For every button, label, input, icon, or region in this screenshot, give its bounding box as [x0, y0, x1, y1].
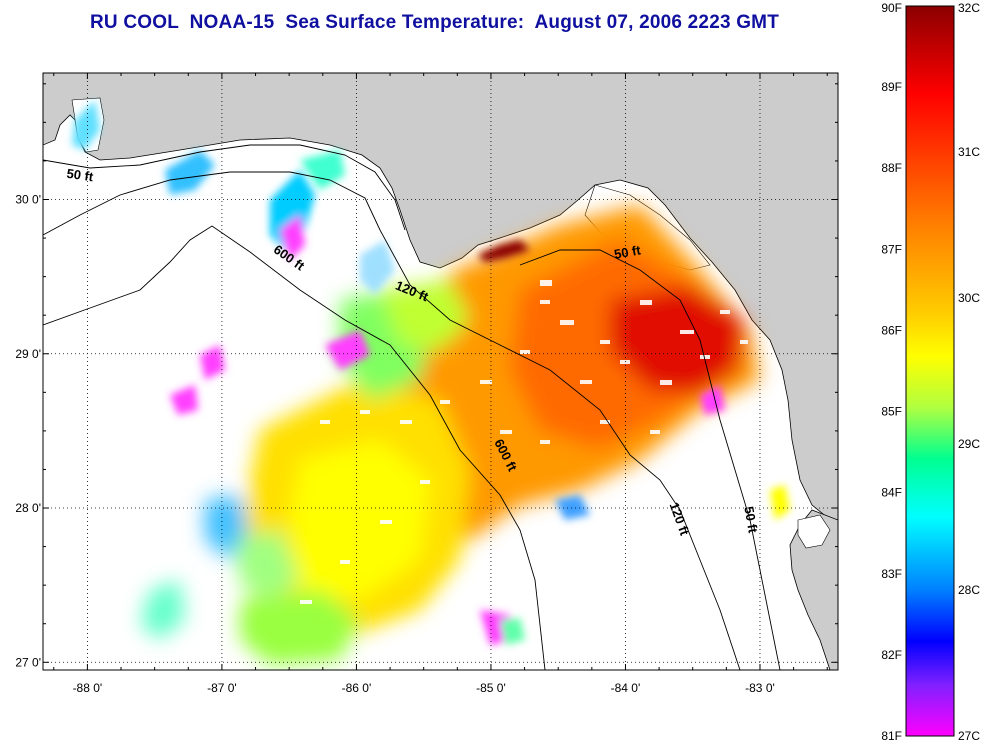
colorbar-c-label: 32C	[958, 1, 980, 15]
colorbar-c-label: 30C	[958, 291, 980, 305]
plot-frame	[42, 72, 839, 671]
colorbar-c-label: 27C	[958, 729, 980, 743]
colorbar-f-label: 81F	[881, 729, 902, 743]
map-title: RU COOL NOAA-15 Sea Surface Temperature:…	[90, 12, 780, 33]
contour-label: 50 ft	[613, 242, 643, 262]
colorbar-gradient	[905, 5, 955, 737]
colorbar: 90F 89F 88F 87F 86F 85F 84F 83F 82F 81F 32C 31C 30C 2…	[881, 1, 980, 743]
map-plot-area	[43, 73, 838, 670]
colorbar-f-label: 84F	[881, 486, 902, 500]
contour-label: 50 ft	[66, 166, 95, 185]
colorbar-f-label: 87F	[881, 242, 902, 256]
colorbar-f-label: 82F	[881, 648, 902, 662]
colorbar-c-label: 31C	[958, 145, 980, 159]
lon-tick-label: -85 0'	[476, 681, 506, 695]
colorbar-f-label: 86F	[881, 323, 902, 337]
contour-50ft-west	[43, 144, 406, 231]
sst-field	[140, 205, 760, 665]
colorbar-labels: 90F 89F 88F 87F 86F 85F 84F 83F 82F 81F 32C 31C 30C 2…	[881, 1, 980, 743]
colorbar-f-label: 83F	[881, 567, 902, 581]
contour-label: 50 ft	[741, 505, 761, 535]
lon-tick-label: -83 0'	[745, 681, 775, 695]
colorbar-f-label: 90F	[881, 1, 902, 15]
colorbar-f-label: 88F	[881, 161, 902, 175]
axis-ticks: -88 0' -87 0' -86 0' -85 0' -84 0' -83 0' 30 0…	[15, 73, 838, 695]
lat-tick-label: 28 0'	[15, 501, 41, 515]
lon-tick-label: -87 0'	[207, 681, 237, 695]
sst-detail	[72, 100, 790, 645]
cloud-specks	[300, 280, 748, 604]
lon-tick-label: -88 0'	[73, 681, 103, 695]
colorbar-c-label: 28C	[958, 583, 980, 597]
lat-tick-label: 27 0'	[15, 655, 41, 669]
lat-tick-label: 30 0'	[15, 192, 41, 206]
lon-tick-label: -84 0'	[611, 681, 641, 695]
lat-tick-label: 29 0'	[15, 347, 41, 361]
lat-lon-grid	[43, 73, 838, 670]
colorbar-f-label: 85F	[881, 405, 902, 419]
tampa-bay	[797, 514, 831, 549]
colorbar-f-label: 89F	[881, 80, 902, 94]
contour-120ft	[43, 171, 741, 670]
contour-600ft	[43, 225, 546, 670]
land-north	[43, 73, 838, 521]
colorbar-c-label: 29C	[958, 437, 980, 451]
lon-tick-label: -86 0'	[342, 681, 372, 695]
